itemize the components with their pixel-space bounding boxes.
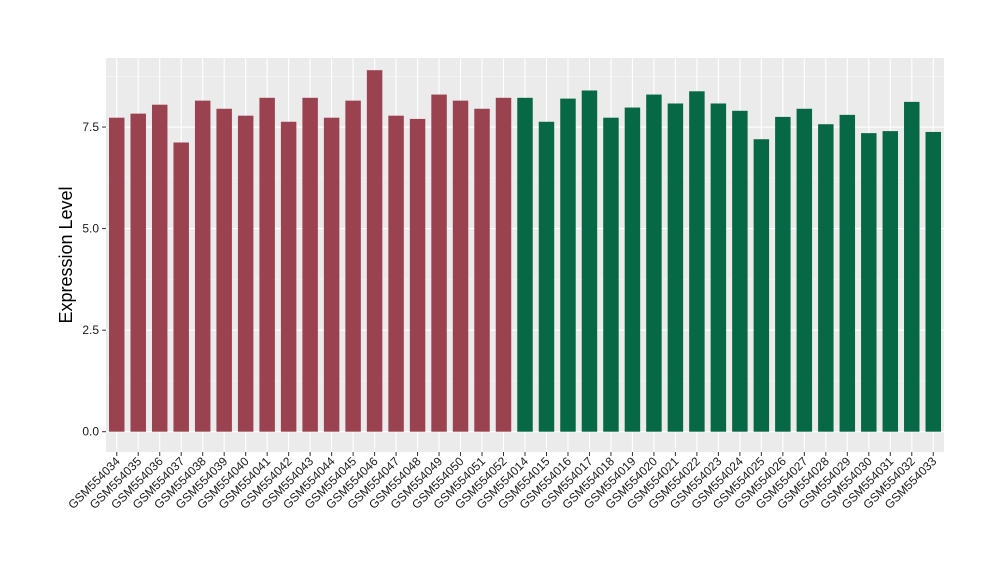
- bar-GSM554024: [732, 110, 748, 432]
- y-tick-label: 5.0: [82, 222, 99, 236]
- bar-GSM554026: [775, 116, 791, 432]
- bar-GSM554049: [431, 94, 447, 432]
- bar-GSM554036: [151, 104, 168, 432]
- y-tick-label: 2.5: [82, 323, 99, 337]
- bar-GSM554052: [495, 97, 512, 432]
- bar-GSM554025: [753, 139, 770, 432]
- bar-GSM554014: [517, 97, 533, 432]
- bar-GSM554045: [345, 100, 361, 432]
- y-axis: 0.0 2.5 5.0 7.5: [82, 120, 106, 439]
- bar-GSM554044: [323, 117, 340, 432]
- bar-GSM554018: [603, 117, 619, 432]
- bar-GSM554037: [173, 142, 189, 432]
- bar-GSM554028: [818, 124, 834, 432]
- bar-GSM554038: [194, 100, 211, 432]
- bar-GSM554015: [538, 121, 555, 432]
- bar-GSM554035: [130, 113, 146, 432]
- bar-GSM554050: [452, 100, 469, 432]
- y-tick-label: 0.0: [82, 425, 99, 439]
- bar-GSM554039: [216, 108, 232, 432]
- bar-GSM554046: [366, 70, 383, 432]
- bar-GSM554043: [302, 97, 318, 432]
- bar-GSM554033: [925, 131, 941, 432]
- bar-GSM554029: [839, 114, 856, 432]
- bar-GSM554032: [904, 101, 920, 432]
- bar-GSM554021: [667, 103, 684, 432]
- bar-GSM554019: [624, 107, 641, 432]
- bar-GSM554051: [474, 108, 490, 432]
- bar-GSM554017: [581, 90, 598, 432]
- y-axis-title: Expression Level: [56, 186, 76, 323]
- bar-GSM554034: [109, 117, 125, 432]
- bar-GSM554048: [409, 118, 426, 432]
- bar-GSM554022: [689, 91, 705, 432]
- bar-GSM554041: [259, 97, 275, 432]
- bar-GSM554031: [882, 131, 899, 432]
- bar-GSM554023: [710, 103, 727, 432]
- bar-GSM554016: [560, 98, 576, 432]
- bar-GSM554020: [646, 94, 662, 432]
- bar-GSM554042: [280, 121, 297, 432]
- bar-GSM554027: [796, 108, 813, 432]
- x-axis: GSM554034GSM554035GSM554036GSM554037GSM5…: [65, 452, 940, 512]
- y-tick-label: 7.5: [82, 120, 99, 134]
- bar-GSM554047: [388, 115, 404, 432]
- bars-group: [109, 70, 941, 432]
- bar-GSM554040: [237, 115, 254, 432]
- bar-GSM554030: [861, 133, 877, 432]
